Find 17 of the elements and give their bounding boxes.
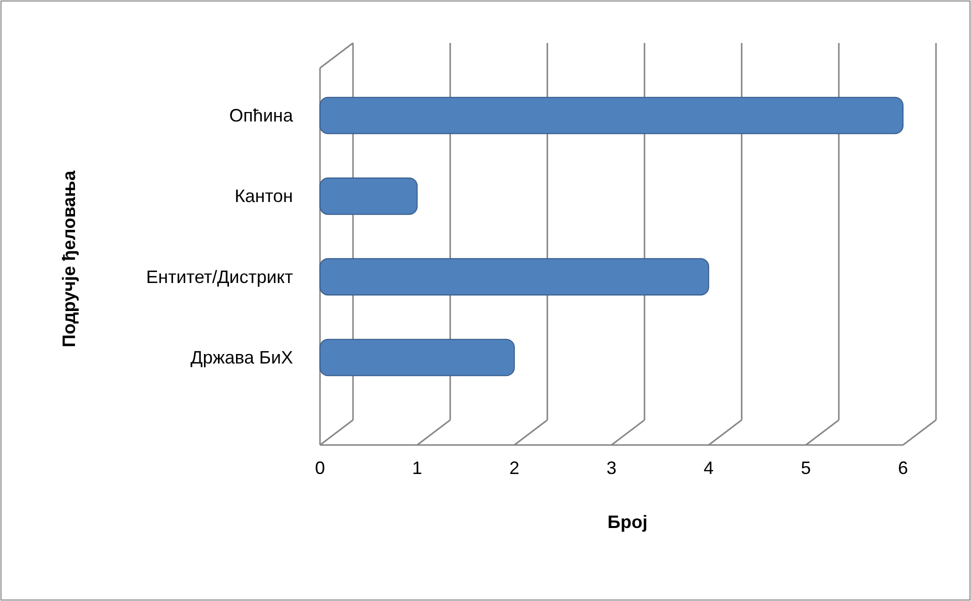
y-tick-label: Кантон [234, 186, 293, 206]
y-tick-label: Држава БиХ [190, 347, 293, 368]
bar [320, 338, 515, 376]
y-axis-title: Подручје ђеловања [59, 170, 79, 348]
bar [320, 178, 418, 215]
x-axis-title: Број [608, 512, 648, 532]
x-tick-label: 3 [606, 458, 617, 478]
x-tick-label: 0 [314, 458, 326, 478]
bar [320, 258, 710, 296]
x-tick-label: 5 [800, 458, 811, 478]
y-tick-label: Опћина [229, 106, 294, 126]
x-tick-label: 6 [898, 458, 908, 478]
y-tick-label: Ентитет/Дистрикт [146, 266, 293, 287]
x-tick-label: 4 [704, 458, 714, 478]
x-tick-label: 2 [509, 458, 520, 478]
x-tick-label: 1 [412, 458, 422, 478]
bar [320, 96, 904, 134]
